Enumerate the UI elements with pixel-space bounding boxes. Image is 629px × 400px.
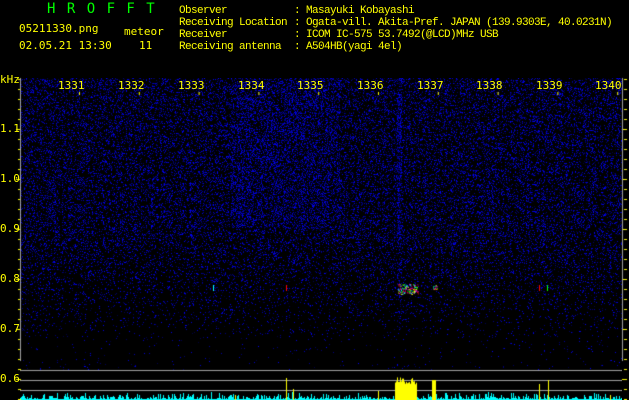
antenna-value: : A504HB(yagi 4el) [294, 41, 403, 53]
x-tick-label: 1340 [595, 79, 622, 92]
datetime: 02.05.21 13:30 [19, 39, 112, 52]
y-tick-label: 0.6 [0, 372, 20, 385]
x-tick-label: 1336 [357, 79, 384, 92]
app-title: H R O F F T [47, 1, 157, 17]
x-tick-label: 1339 [536, 79, 563, 92]
x-tick-label: 1332 [118, 79, 145, 92]
x-tick-label: 1335 [297, 79, 324, 92]
receiver-label: Receiver [179, 29, 228, 41]
antenna-label: Receiving antenna [179, 41, 282, 53]
y-tick-label: 0.9 [0, 222, 20, 235]
x-tick-label: 1333 [178, 79, 205, 92]
meteor-label: meteor [124, 25, 164, 38]
receiver-value: : ICOM IC-575 53.7492(@LCD)MHz USB [294, 29, 499, 41]
location-value: : Ogata-vill. Akita-Pref. JAPAN (139.930… [294, 17, 613, 29]
y-tick-label: 0.8 [0, 272, 20, 285]
filename: 05211330.png [19, 22, 99, 35]
y-tick-label: 1.0 [0, 172, 20, 185]
meteor-count: 11 [139, 39, 153, 52]
y-tick-label: 1.1 [0, 122, 20, 135]
x-tick-label: 1337 [417, 79, 444, 92]
y-tick-label: 0.7 [0, 322, 20, 335]
observer-value: : Masayuki Kobayashi [294, 5, 415, 17]
y-unit-label: kHz [0, 73, 20, 86]
observer-label: Observer [179, 5, 228, 17]
x-tick-label: 1331 [58, 79, 85, 92]
location-label: Receiving Location [179, 17, 288, 29]
x-tick-label: 1338 [476, 79, 503, 92]
x-tick-label: 1334 [238, 79, 265, 92]
spectrogram [20, 78, 622, 400]
